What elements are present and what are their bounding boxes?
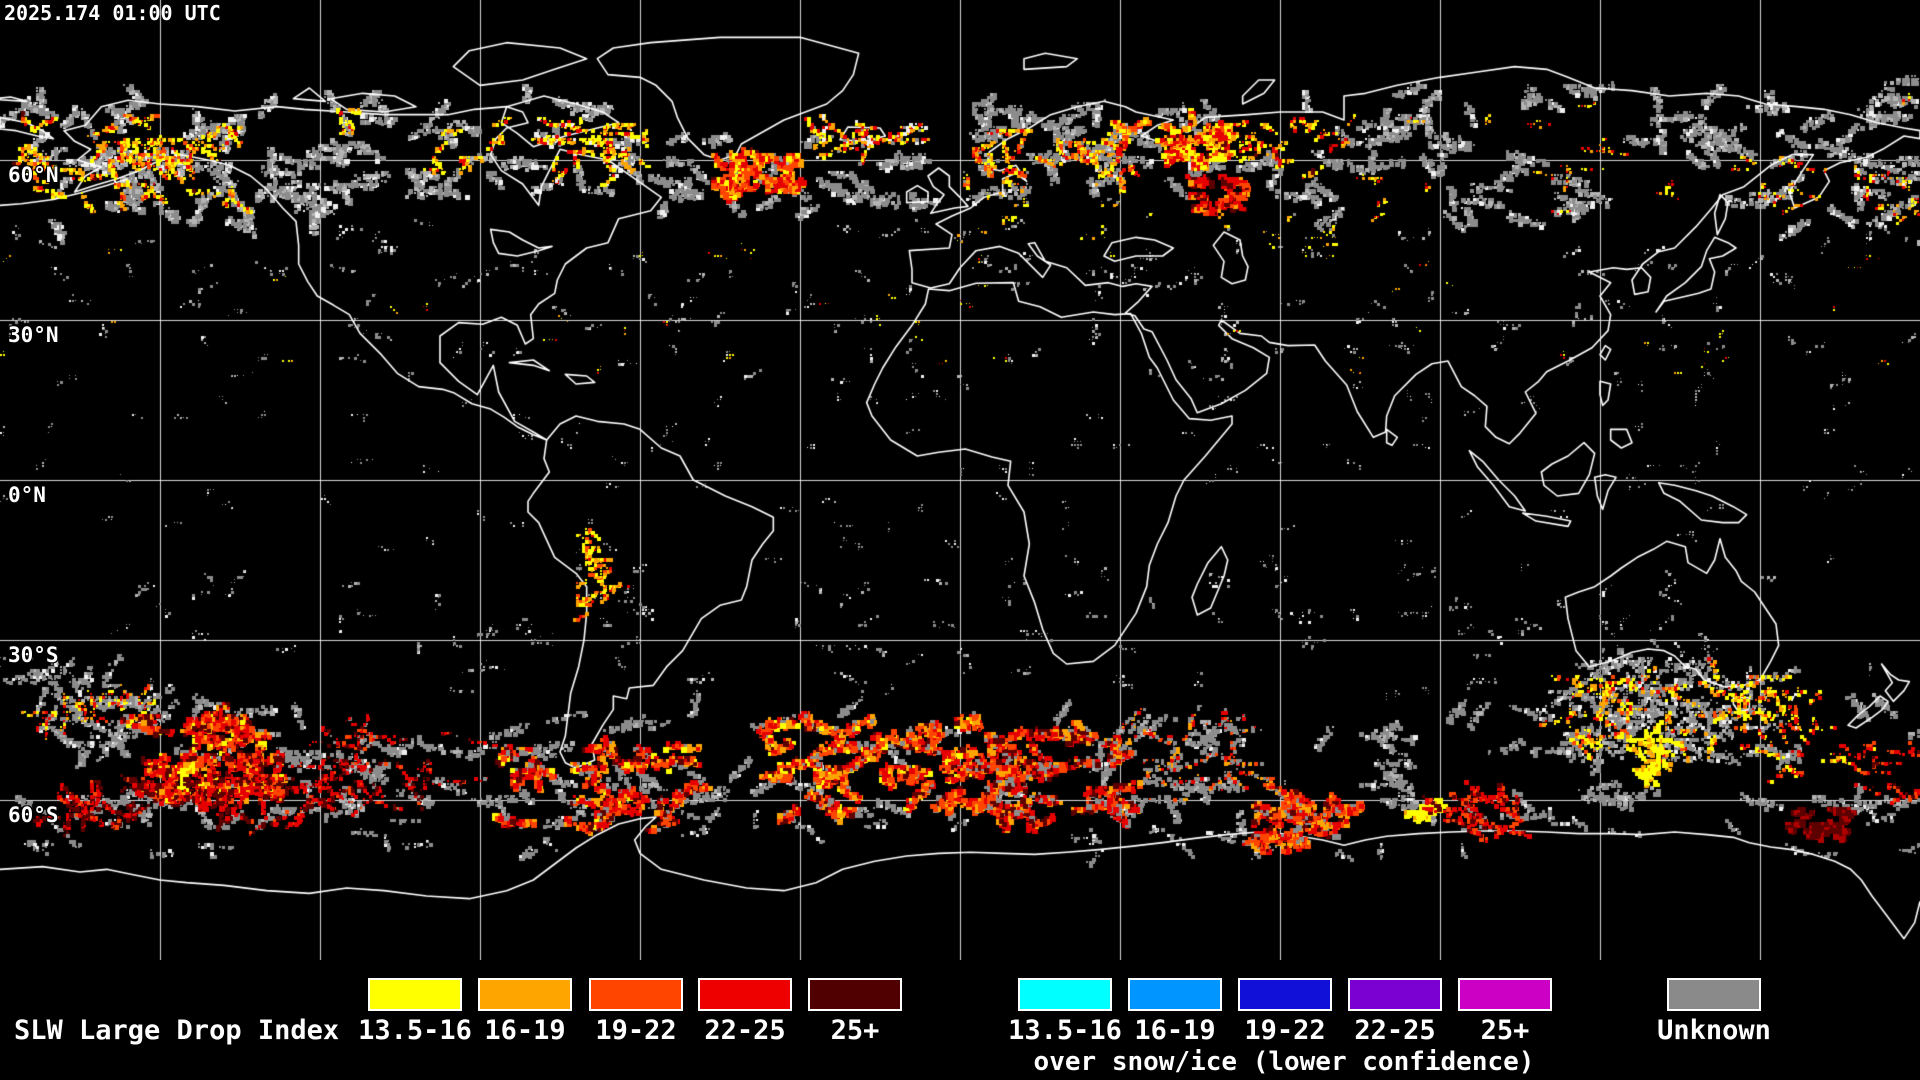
- latitude-label: 60°S: [8, 803, 59, 827]
- world-map-canvas: [0, 0, 1920, 960]
- legend-swatch-label-unknown: Unknown: [1657, 1015, 1771, 1046]
- legend-swatch-label: 25+: [830, 1015, 880, 1046]
- legend-swatch-snowice-4: [1348, 978, 1442, 1011]
- latitude-label: 30°S: [8, 643, 59, 667]
- timestamp: 2025.174 01:00 UTC: [4, 1, 221, 25]
- legend-swatch-label: 22-25: [704, 1015, 786, 1046]
- legend-swatch-label: 19-22: [595, 1015, 677, 1046]
- legend-swatch-label: 13.5-16: [358, 1015, 472, 1046]
- legend-swatch-unknown: [1667, 978, 1761, 1011]
- legend-swatch-slw-3: [589, 978, 683, 1011]
- legend-swatch-snowice-5: [1458, 978, 1552, 1011]
- legend-swatch-slw-5: [808, 978, 902, 1011]
- latitude-label: 30°N: [8, 323, 59, 347]
- legend-swatch-label: 16-19: [484, 1015, 566, 1046]
- legend-swatch-snowice-3: [1238, 978, 1332, 1011]
- legend-swatch-snowice-1: [1018, 978, 1112, 1011]
- legend-swatch-label: 19-22: [1244, 1015, 1326, 1046]
- legend-swatch-snowice-2: [1128, 978, 1222, 1011]
- legend-swatch-slw-1: [368, 978, 462, 1011]
- legend-swatch-label: 16-19: [1134, 1015, 1216, 1046]
- legend-swatch-label: 13.5-16: [1008, 1015, 1122, 1046]
- legend-caption-snow-ice: over snow/ice (lower confidence): [1033, 1047, 1535, 1077]
- legend-swatch-slw-4: [698, 978, 792, 1011]
- latitude-label: 0°N: [8, 483, 46, 507]
- legend-bar: SLW Large Drop Index 13.5-16 16-19 19-22…: [0, 960, 1920, 1080]
- legend-swatch-label: 22-25: [1354, 1015, 1436, 1046]
- legend-title: SLW Large Drop Index: [14, 1015, 340, 1046]
- legend-swatch-slw-2: [478, 978, 572, 1011]
- legend-swatch-label: 25+: [1480, 1015, 1530, 1046]
- latitude-label: 60°N: [8, 163, 59, 187]
